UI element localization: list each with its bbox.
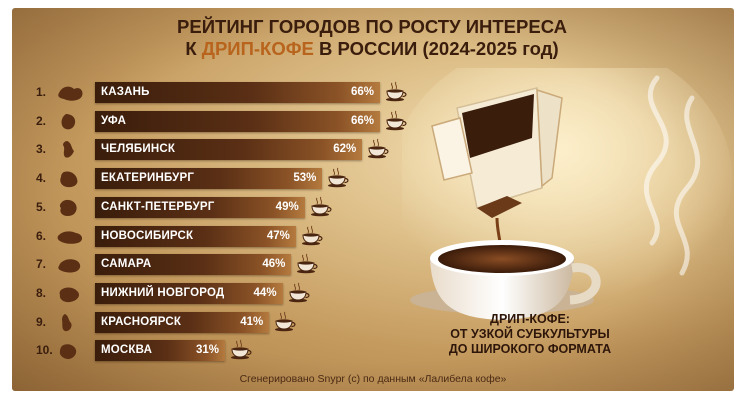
value-label: 62% — [333, 143, 357, 156]
value-label: 66% — [350, 114, 374, 127]
value-label: 49% — [275, 200, 299, 213]
rank-number: 10. — [36, 343, 53, 358]
coffee-cup-icon — [310, 196, 332, 217]
bar: УФА 66% — [95, 110, 380, 132]
caption-line-2: ОТ УЗКОЙ СУБКУЛЬТУРЫ — [450, 327, 610, 341]
infographic-frame: РЕЙТИНГ ГОРОДОВ ПО РОСТУ ИНТЕРЕСА К ДРИП… — [12, 8, 734, 391]
chart-title: РЕЙТИНГ ГОРОДОВ ПО РОСТУ ИНТЕРЕСА К ДРИП… — [132, 16, 612, 60]
caption: ДРИП-КОФЕ: ОТ УЗКОЙ СУБКУЛЬТУРЫ ДО ШИРОК… — [430, 312, 630, 357]
rank-number: 7. — [36, 257, 47, 272]
ranking-bars: 1. КАЗАНЬ 66% 2. УФА 66% 3. ЧЕЛЯБИНСК 62% 4. ЕКАТЕ… — [12, 8, 432, 391]
drip-coffee-illustration — [402, 68, 732, 320]
bar-row: 4. ЕКАТЕРИНБУРГ 53% — [12, 167, 432, 190]
bar-row: 5. САНКТ-ПЕТЕРБУРГ 49% — [12, 196, 432, 219]
region-map-icon — [60, 171, 78, 188]
city-label: САМАРА — [101, 258, 152, 271]
coffee-cup-large — [410, 240, 601, 320]
rank-number: 5. — [36, 199, 47, 214]
bar: МОСКВА 31% — [95, 340, 225, 362]
rank-number: 8. — [36, 285, 47, 300]
bar-row: 8. НИЖНИЙ НОВГОРОД 44% — [12, 282, 432, 305]
region-map-icon — [58, 259, 81, 273]
rank-number: 3. — [36, 142, 47, 157]
coffee-cup-icon — [275, 311, 296, 331]
bar: САНКТ-ПЕТЕРБУРГ 49% — [95, 196, 305, 218]
city-label: НОВОСИБИРСК — [101, 229, 194, 242]
region-map-icon — [62, 313, 72, 331]
coffee-cup-icon — [301, 225, 323, 245]
coffee-cup-icon — [297, 253, 318, 274]
coffee-cup-icon — [288, 282, 310, 303]
bar-row: 6. НОВОСИБИРСК 47% — [12, 225, 432, 248]
bar-row: 3. ЧЕЛЯБИНСК 62% — [12, 139, 432, 161]
bar: ЕКАТЕРИНБУРГ 53% — [95, 168, 323, 190]
city-label: САНКТ-ПЕТЕРБУРГ — [101, 200, 215, 213]
title-prefix: К — [185, 38, 202, 59]
bar: САМАРА 46% — [95, 254, 292, 276]
city-label: КРАСНОЯРСК — [101, 315, 182, 328]
region-map-icon — [59, 199, 77, 216]
rank-number: 4. — [36, 171, 47, 186]
bar-row: 2. УФА 66% — [12, 110, 432, 133]
bar-row: 7. САМАРА 46% — [12, 253, 432, 276]
title-suffix: В РОССИИ (2024-2025 год) — [313, 38, 559, 59]
value-label: 46% — [262, 258, 286, 271]
caption-line-1: ДРИП-КОФЕ: — [490, 312, 570, 326]
region-map-icon — [59, 287, 80, 303]
city-label: КАЗАНЬ — [101, 86, 150, 98]
bar: КРАСНОЯРСК 41% — [95, 311, 270, 333]
title-line-1: РЕЙТИНГ ГОРОДОВ ПО РОСТУ ИНТЕРЕСА — [177, 16, 567, 37]
coffee-cup-icon — [386, 81, 407, 102]
region-map-icon — [61, 113, 76, 130]
value-label: 44% — [253, 286, 277, 299]
city-label: ЧЕЛЯБИНСК — [101, 143, 176, 156]
coffee-cup-icon — [231, 339, 252, 360]
bar-row: 9. КРАСНОЯРСК 41% — [12, 311, 432, 334]
region-map-icon — [59, 344, 77, 360]
value-label: 47% — [266, 229, 290, 242]
value-label: 66% — [350, 86, 374, 98]
source-footer: Сгенерировано Snypr (c) по данным «Лалиб… — [239, 373, 507, 385]
rank-number: 1. — [36, 85, 47, 99]
title-accent: ДРИП-КОФЕ — [201, 38, 314, 59]
caption-line-3: ДО ШИРОКОГО ФОРМАТА — [448, 342, 612, 356]
city-label: ЕКАТЕРИНБУРГ — [101, 172, 195, 185]
coffee-cup-icon — [328, 167, 349, 188]
city-label: НИЖНИЙ НОВГОРОД — [101, 286, 225, 299]
bar: ЧЕЛЯБИНСК 62% — [95, 139, 363, 161]
rank-number: 9. — [36, 314, 47, 329]
bar: НИЖНИЙ НОВГОРОД 44% — [95, 282, 283, 304]
coffee-cup-icon — [386, 110, 407, 130]
bar-row: 1. КАЗАНЬ 66% — [12, 81, 432, 104]
drip-bag-icon — [431, 87, 563, 218]
bar-row: 10. МОСКВА 31% — [12, 339, 432, 362]
steam-wisps — [643, 75, 701, 276]
bar: КАЗАНЬ 66% — [95, 82, 380, 103]
region-map-icon — [57, 230, 83, 244]
coffee-cup-icon — [368, 139, 389, 159]
region-map-icon — [58, 86, 83, 101]
city-label: УФА — [101, 114, 127, 127]
value-label: 53% — [293, 172, 317, 185]
rank-number: 2. — [36, 113, 47, 128]
value-label: 31% — [195, 344, 219, 357]
bar: НОВОСИБИРСК 47% — [95, 225, 296, 247]
title-line-2: К ДРИП-КОФЕ В РОССИИ (2024-2025 год) — [132, 38, 612, 60]
city-label: МОСКВА — [101, 344, 153, 357]
region-map-icon — [63, 141, 74, 159]
value-label: 41% — [240, 315, 264, 328]
rank-number: 6. — [36, 228, 47, 243]
